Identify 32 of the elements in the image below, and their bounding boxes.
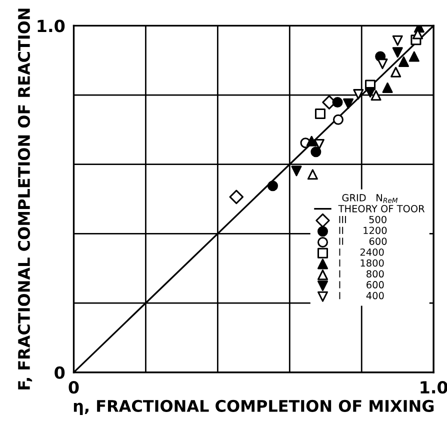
legend-label: III 500 bbox=[339, 216, 386, 224]
point bbox=[392, 47, 403, 58]
legend-label: I 600 bbox=[339, 281, 384, 288]
point bbox=[408, 51, 420, 62]
point bbox=[332, 114, 344, 125]
legend-label: II 600 bbox=[339, 238, 387, 245]
point bbox=[398, 56, 409, 67]
point bbox=[306, 136, 317, 146]
point bbox=[390, 66, 402, 78]
point bbox=[382, 82, 393, 93]
y-axis-title: F, FRACTIONAL COMPLETION OF REACTION bbox=[18, 8, 32, 390]
legend-label: I 400 bbox=[339, 292, 384, 300]
point bbox=[314, 138, 324, 150]
legend-label: I 2400 bbox=[339, 248, 384, 256]
point bbox=[392, 35, 403, 46]
legend-label: THEORY OF TOOR bbox=[338, 204, 425, 212]
point bbox=[291, 166, 302, 176]
point bbox=[343, 98, 354, 109]
point bbox=[353, 89, 364, 100]
legend-label: I 1800 bbox=[339, 259, 384, 267]
point bbox=[310, 146, 322, 158]
legend-label: I 800 bbox=[339, 270, 384, 278]
point bbox=[370, 90, 382, 101]
point bbox=[314, 108, 326, 119]
legend-label: II 1200 bbox=[339, 226, 387, 234]
x-axis-title: η, FRACTIONAL COMPLETION OF MIXING bbox=[74, 400, 434, 416]
point bbox=[307, 169, 318, 180]
point bbox=[332, 97, 343, 108]
point bbox=[229, 190, 244, 204]
point bbox=[377, 58, 388, 70]
point bbox=[267, 180, 278, 192]
legend-title: GRID N$_{ReM}$ bbox=[342, 194, 398, 203]
